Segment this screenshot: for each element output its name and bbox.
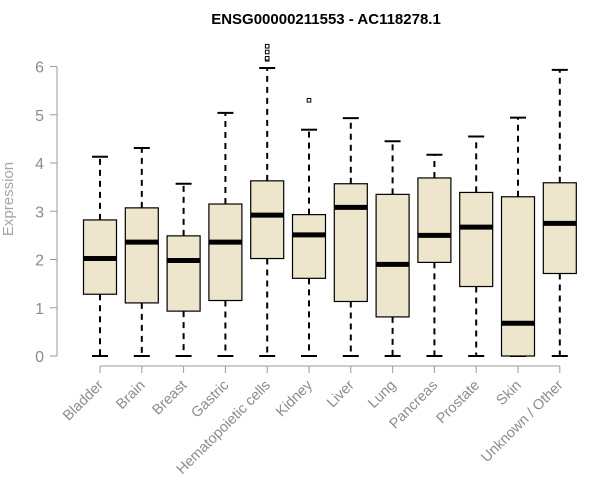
box-prostate	[459, 135, 494, 357]
x-tick-label: Breast	[149, 378, 190, 419]
iqr-box	[459, 191, 494, 288]
y-tick-label: 4	[35, 156, 44, 173]
x-tick-label: Prostate	[434, 378, 483, 427]
iqr-box	[208, 203, 243, 302]
box-lung	[375, 140, 410, 357]
box-skin	[500, 116, 536, 357]
iqr-box	[291, 214, 327, 279]
y-tick-label: 6	[35, 60, 44, 77]
y-tick-label: 1	[35, 301, 44, 318]
y-axis-label: Expression	[0, 162, 17, 236]
x-tick-label: Kidney	[273, 377, 316, 420]
iqr-box	[375, 193, 410, 318]
box-unknown-other	[542, 68, 577, 357]
y-tick-label: 3	[35, 204, 44, 221]
y-tick-label: 5	[35, 108, 44, 125]
box-gastric	[208, 111, 243, 357]
x-tick-label: Lung	[365, 378, 399, 412]
chart-title: ENSG00000211553 - AC118278.1	[211, 11, 441, 28]
iqr-box	[166, 235, 201, 312]
iqr-box	[542, 182, 577, 275]
iqr-box	[500, 196, 536, 357]
outlier-point	[264, 49, 270, 55]
box-pancreas	[417, 153, 452, 357]
x-tick-label: Brain	[113, 378, 148, 413]
outlier-point	[306, 97, 312, 103]
box-liver	[333, 117, 368, 357]
x-tick-label: Liver	[324, 377, 358, 411]
box-breast	[166, 182, 201, 357]
iqr-box	[250, 180, 285, 260]
box-brain	[124, 147, 159, 357]
x-tick-label: Skin	[494, 378, 525, 409]
box-hematopoietic-cells	[250, 43, 285, 357]
plot-area	[82, 43, 577, 357]
iqr-box	[333, 183, 368, 303]
outlier-point	[264, 55, 270, 61]
y-tick-label: 2	[35, 253, 44, 270]
iqr-box	[417, 177, 452, 263]
y-tick-label: 0	[35, 349, 44, 366]
box-bladder	[82, 155, 118, 357]
outlier-point	[264, 43, 270, 49]
y-axis: 0 1 2 3 4 5 6	[35, 60, 58, 366]
iqr-box	[124, 207, 159, 304]
box-kidney	[291, 97, 327, 357]
x-tick-label: Bladder	[60, 377, 107, 424]
